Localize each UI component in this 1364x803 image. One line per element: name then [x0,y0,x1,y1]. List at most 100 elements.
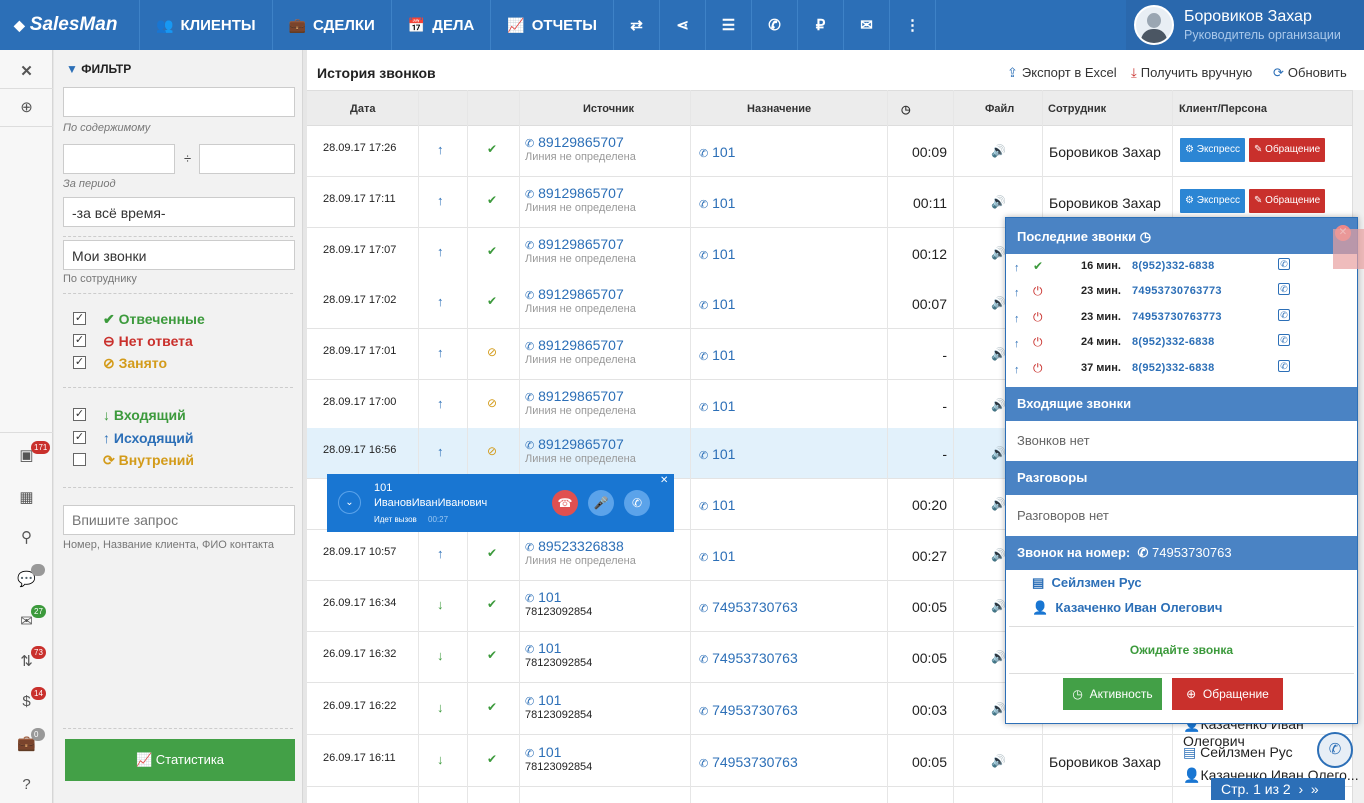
checkbox-internal[interactable] [73,453,86,466]
share-icon[interactable]: ⋖ [660,0,706,50]
call-number-link[interactable]: 74953730763773 [1132,285,1222,298]
next-page-icon[interactable]: › [1298,781,1304,797]
call-number-link[interactable]: 74953730763773 [1132,310,1222,323]
checkbox-answered[interactable]: ✓ [73,312,86,325]
destination-link[interactable]: ✆ 101 [699,497,736,513]
source-link[interactable]: ✆ 101 [525,692,562,708]
recent-call-item[interactable]: ↑ ⏻ 37 мин. 8(952)332-6838 ✆ [1006,356,1357,381]
appeal-button[interactable]: ✎ Обращение [1249,189,1326,213]
checkbox-no-answer[interactable]: ✓ [73,334,86,347]
col-client[interactable]: Клиент/Персона [1179,103,1268,115]
table-row[interactable]: 28.09.17 17:26 ↑ ✔ ✆ 89129865707 Линия не оп… [307,126,1352,177]
employee-select[interactable]: Мои звонки [63,240,295,270]
more-vertical-icon[interactable]: ⋮ [890,0,936,50]
checkbox-outgoing[interactable]: ✓ [73,431,86,444]
volume-icon[interactable]: 🔊 [991,296,1006,310]
shuffle-icon[interactable]: ⇄ [614,0,660,50]
nav-deals[interactable]: 💼 СДЕЛКИ [273,0,392,50]
source-link[interactable]: ✆ 101 [525,640,562,656]
phone-icon[interactable]: ✆ [752,0,798,50]
phone-square-icon[interactable]: ✆ [1278,308,1290,321]
phone-square-icon[interactable]: ✆ [1278,283,1290,296]
volume-icon[interactable]: 🔊 [991,599,1006,613]
phone-floating-button[interactable]: ✆ [1317,732,1353,768]
source-link[interactable]: ✆ 89129865707 [525,185,624,201]
content-filter-input[interactable] [63,87,295,117]
microphone-button[interactable]: 🎤 [588,490,614,516]
recent-call-item[interactable]: ↑ ✔ 16 мин. 8(952)332-6838 ✆ [1006,254,1357,279]
source-link[interactable]: ✆ 101 [525,589,562,605]
col-employee[interactable]: Сотрудник [1048,103,1107,115]
collapse-chevron-icon[interactable]: ⌄ [338,491,361,514]
col-file[interactable]: Файл [985,103,1015,115]
destination-link[interactable]: ✆ 101 [699,296,736,312]
close-icon[interactable]: ✕ [20,63,33,80]
express-button[interactable]: ⚙ Экспресс [1180,189,1245,213]
recent-call-item[interactable]: ↑ ⏻ 24 мин. 8(952)332-6838 ✆ [1006,330,1357,355]
destination-link[interactable]: ✆ 101 [699,246,736,262]
volume-icon[interactable]: 🔊 [991,754,1006,768]
add-task-icon[interactable]: ▣ [19,447,34,464]
period-end-input[interactable] [199,144,295,174]
destination-link[interactable]: ✆ 101 [699,347,736,363]
recent-call-item[interactable]: ↑ ⏻ 23 мин. 74953730763773 ✆ [1006,279,1357,304]
ruble-icon[interactable]: ₽ [798,0,844,50]
destination-link[interactable]: ✆ 101 [699,144,736,160]
destination-link[interactable]: ✆ 101 [699,446,736,462]
destination-link[interactable]: ✆ 101 [699,548,736,564]
last-page-icon[interactable]: » [1310,781,1319,797]
col-source[interactable]: Источник [583,103,635,115]
export-excel-link[interactable]: ⇪ Экспорт в Excel [1007,65,1117,80]
fetch-manually-link[interactable]: ⤓ Получить вручную [1131,65,1253,80]
phone-square-icon[interactable]: ✆ [1278,359,1290,372]
hangup-button[interactable]: ☎ [552,490,578,516]
transfer-call-button[interactable]: ✆ [624,490,650,516]
source-link[interactable]: ✆ 89129865707 [525,436,624,452]
appeal-button[interactable]: ⊕ Обращение [1172,678,1283,710]
volume-icon[interactable]: 🔊 [991,548,1006,562]
volume-icon[interactable]: 🔊 [991,497,1006,511]
source-link[interactable]: ✆ 89129865707 [525,337,624,353]
statistics-button[interactable]: 📈 Статистика [65,739,295,781]
checkbox-busy[interactable]: ✓ [73,356,86,369]
destination-link[interactable]: ✆ 74953730763 [699,754,798,770]
destination-link[interactable]: ✆ 101 [699,195,736,211]
volume-icon[interactable]: 🔊 [991,195,1006,209]
mail-icon[interactable]: ✉ [20,613,33,630]
destination-link[interactable]: ✆ 74953730763 [699,702,798,718]
user-menu[interactable]: Боровиков Захар Руководитель организации [1126,0,1364,50]
destination-link[interactable]: ✆ 74953730763 [699,599,798,615]
checkbox-incoming[interactable]: ✓ [73,408,86,421]
storage-icon[interactable]: ☰ [706,0,752,50]
source-link[interactable]: ✆ 89523326838 [525,538,624,554]
col-duration-clock-icon[interactable]: ◷ [901,104,911,116]
person-link[interactable]: 👤 Казаченко Иван Олегович [1032,600,1223,615]
refresh-link[interactable]: ⟳ Обновить [1273,65,1347,80]
volume-icon[interactable]: 🔊 [991,650,1006,664]
table-row[interactable]: 26.09.17 16:11 ↓ ✔ ✆ 101 78123092854 ✆ 749537… [307,736,1352,787]
help-icon[interactable]: ? [22,776,31,793]
activity-button[interactable]: ◷ Активность [1063,678,1162,710]
nav-tasks[interactable]: 📅 ДЕЛА [392,0,492,50]
chat-icon[interactable]: 💬 [17,571,36,588]
query-input[interactable] [63,505,295,535]
briefcase-icon[interactable]: 💼 [17,735,36,752]
plus-circle-icon[interactable]: ⊕ [20,99,33,116]
client-peek-2[interactable]: ▤ Сейлзмен Рус [1183,744,1293,760]
mail-icon[interactable]: ✉ [844,0,890,50]
source-link[interactable]: ✆ 89129865707 [525,134,624,150]
sort-icon[interactable]: ⇅ [20,653,33,670]
nav-reports[interactable]: 📈 ОТЧЕТЫ [491,0,614,50]
volume-icon[interactable]: 🔊 [991,702,1006,716]
search-icon[interactable]: ⚲ [21,529,32,546]
table-row[interactable]: 28.09.17 16:56 ↑ ⊘ ✆ 89129865707 Линия не оп… [307,428,1352,479]
source-link[interactable]: ✆ 101 [525,744,562,760]
col-date[interactable]: Дата [350,103,376,115]
appeal-button[interactable]: ✎ Обращение [1249,138,1326,162]
express-button[interactable]: ⚙ Экспресс [1180,138,1245,162]
volume-icon[interactable]: 🔊 [991,144,1006,158]
call-number-link[interactable]: 8(952)332-6838 [1132,361,1215,374]
recent-call-item[interactable]: ↑ ⏻ 23 мин. 74953730763773 ✆ [1006,305,1357,330]
call-number-link[interactable]: 8(952)332-6838 [1132,336,1215,349]
period-start-input[interactable] [63,144,175,174]
